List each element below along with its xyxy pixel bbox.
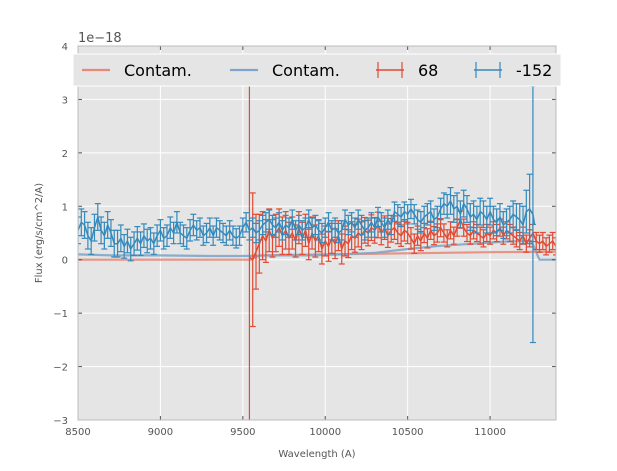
y-axis-label: Flux (erg/s/cm^2/A) <box>34 183 45 283</box>
y-tick-label: 0 <box>62 256 68 267</box>
y-tick-label: 3 <box>62 95 68 106</box>
series-3 <box>78 85 536 344</box>
y-tick-label: 2 <box>62 149 68 160</box>
legend-entry-1: Contam. <box>230 61 340 80</box>
data-line <box>78 199 536 251</box>
y-tick-label: −2 <box>53 363 68 374</box>
y-tick-label: −1 <box>53 309 68 320</box>
legend-entry-0: Contam. <box>82 61 192 80</box>
series-layer <box>77 74 557 420</box>
legend-label: Contam. <box>124 61 192 80</box>
legend-label: Contam. <box>272 61 340 80</box>
x-tick-label: 10500 <box>392 427 424 438</box>
data-line <box>248 217 556 261</box>
x-axis-label: Wavelength (A) <box>278 449 355 460</box>
y-tick-label: 1 <box>62 202 68 213</box>
y-tick-label: −3 <box>53 416 68 427</box>
legend-label: -152 <box>516 61 552 80</box>
x-tick-label: 9500 <box>230 427 255 438</box>
axes-frame <box>77 45 557 421</box>
x-tick-label: 11000 <box>474 427 506 438</box>
y-offset-label: 1e−18 <box>78 31 122 46</box>
y-tick-label: 4 <box>62 42 68 53</box>
legend: Contam. Contam. 68 -152 <box>72 53 562 87</box>
x-tick-label: 8500 <box>65 427 90 438</box>
axes: 8500 9000 9500 10000 10500 11000 −3 −2 −1 0 1 2 3 4 <box>53 42 557 438</box>
x-tick-label: 9000 <box>148 427 173 438</box>
legend-label: 68 <box>418 61 438 80</box>
legend-entry-3: -152 <box>474 61 552 80</box>
legend-entry-2: 68 <box>376 61 438 80</box>
x-tick-label: 10000 <box>309 427 341 438</box>
